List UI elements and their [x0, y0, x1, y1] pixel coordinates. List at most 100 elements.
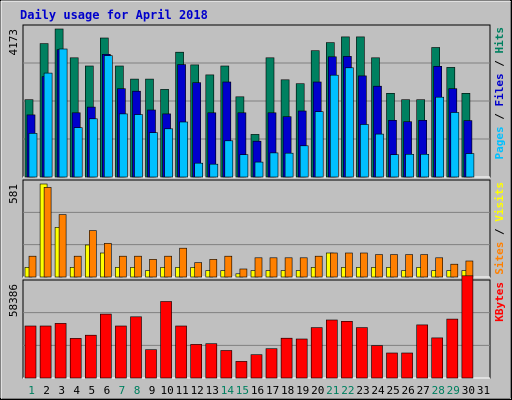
legend-entry: Pages — [493, 126, 506, 159]
x-tick-label: 27 — [417, 384, 430, 397]
bar-kbytes — [416, 324, 429, 379]
bar-sites — [104, 243, 112, 278]
bar-kbytes — [100, 313, 112, 379]
x-tick-label: 28 — [432, 384, 445, 397]
bar-pages — [209, 163, 219, 178]
bar-pages — [73, 127, 83, 178]
bar-sites — [299, 257, 308, 278]
bar-kbytes — [310, 327, 323, 379]
bar-kbytes — [371, 345, 383, 379]
bar-sites — [284, 257, 293, 278]
x-tick-label: 2 — [43, 384, 50, 397]
bar-sites — [420, 254, 429, 278]
bar-sites — [89, 230, 97, 278]
legend-entry: KBytes — [493, 282, 506, 322]
bar-kbytes — [54, 323, 67, 379]
x-tick-label: 19 — [296, 384, 309, 397]
legend-entry: Sites — [493, 242, 506, 275]
bar-pages — [179, 121, 188, 178]
x-tick-label: 7 — [119, 384, 126, 397]
bar-sites — [375, 254, 383, 278]
x-tick-label: 17 — [266, 384, 279, 397]
legend-entry: / — [493, 54, 506, 74]
y-max-label: 4173 — [7, 29, 20, 56]
bar-pages — [269, 152, 279, 178]
bar-sites — [269, 257, 278, 278]
x-tick-label: 5 — [88, 384, 95, 397]
bar-sites — [73, 255, 82, 278]
bar-sites — [134, 255, 142, 278]
bar-pages — [164, 128, 173, 178]
panel-mid: 581 Sites / Visits — [7, 179, 506, 278]
bar-sites — [465, 260, 474, 278]
bar-kbytes — [431, 337, 444, 379]
legend-entry: Files — [493, 73, 506, 106]
bar-sites — [164, 255, 172, 278]
x-tick-label: 9 — [149, 384, 156, 397]
bar-sites — [345, 252, 353, 278]
bar-pages — [104, 55, 113, 178]
x-tick-label: 31 — [477, 384, 490, 397]
bar-pages — [450, 112, 460, 178]
bar-kbytes — [356, 327, 368, 379]
x-axis-day-labels: 1 2 3 4 5 6 7 8 9 10 11 12 13 14 15 16 17 18 19 20 21 22 23 24 2… — [28, 384, 490, 397]
x-tick-label: 30 — [462, 384, 475, 397]
bar-pages — [28, 133, 38, 178]
bars-bot — [24, 275, 474, 379]
bar-sites — [43, 187, 52, 278]
x-tick-label: 12 — [191, 384, 204, 397]
chart-panels: 4173 Pages / Files / Hits 581 Sites / Visit… — [7, 24, 506, 379]
bar-pages — [314, 111, 324, 178]
bar-kbytes — [115, 325, 127, 379]
panel-top: 4173 Pages / Files / Hits — [7, 24, 506, 178]
bar-pages — [284, 152, 294, 178]
x-tick-label: 26 — [401, 384, 414, 397]
bar-pages — [345, 67, 354, 178]
bar-pages — [375, 133, 384, 178]
bar-pages — [329, 74, 339, 178]
x-tick-label: 6 — [104, 384, 111, 397]
bar-sites — [179, 247, 187, 278]
bar-pages — [360, 124, 369, 178]
bar-pages — [119, 113, 128, 178]
x-tick-label: 13 — [206, 384, 219, 397]
x-tick-label: 23 — [356, 384, 369, 397]
x-tick-label: 3 — [58, 384, 65, 397]
legend-entry: / — [493, 222, 506, 242]
bar-pages — [239, 154, 249, 178]
bar-kbytes — [24, 325, 37, 379]
bar-kbytes — [145, 349, 157, 379]
bar-sites — [314, 255, 323, 278]
bar-sites — [149, 259, 157, 278]
bar-kbytes — [386, 352, 398, 379]
legend-label: KBytes — [493, 282, 506, 322]
x-tick-label: 29 — [447, 384, 460, 397]
x-tick-label: 21 — [326, 384, 339, 397]
bar-sites — [450, 263, 459, 278]
bar-kbytes — [85, 334, 97, 379]
bar-sites — [194, 262, 202, 278]
x-tick-label: 22 — [341, 384, 354, 397]
bar-pages — [194, 162, 203, 178]
bar-pages — [149, 132, 158, 178]
bar-pages — [405, 154, 414, 178]
legend-entry: / — [493, 107, 506, 127]
bar-pages — [299, 145, 309, 178]
x-tick-label: 18 — [281, 384, 294, 397]
bar-kbytes — [69, 338, 82, 379]
bar-kbytes — [280, 337, 293, 379]
bar-sites — [405, 254, 413, 278]
bar-kbytes — [250, 354, 263, 379]
legend-entry: Visits — [493, 182, 506, 222]
bar-sites — [390, 254, 398, 278]
bar-pages — [134, 114, 143, 178]
legend-label: Pages / Files / Hits — [493, 27, 506, 160]
x-tick-label: 1 — [28, 384, 35, 397]
bar-pages — [435, 96, 445, 178]
bar-pages — [58, 48, 68, 178]
x-tick-label: 15 — [236, 384, 249, 397]
bar-kbytes — [446, 318, 459, 379]
bar-kbytes — [130, 316, 142, 379]
